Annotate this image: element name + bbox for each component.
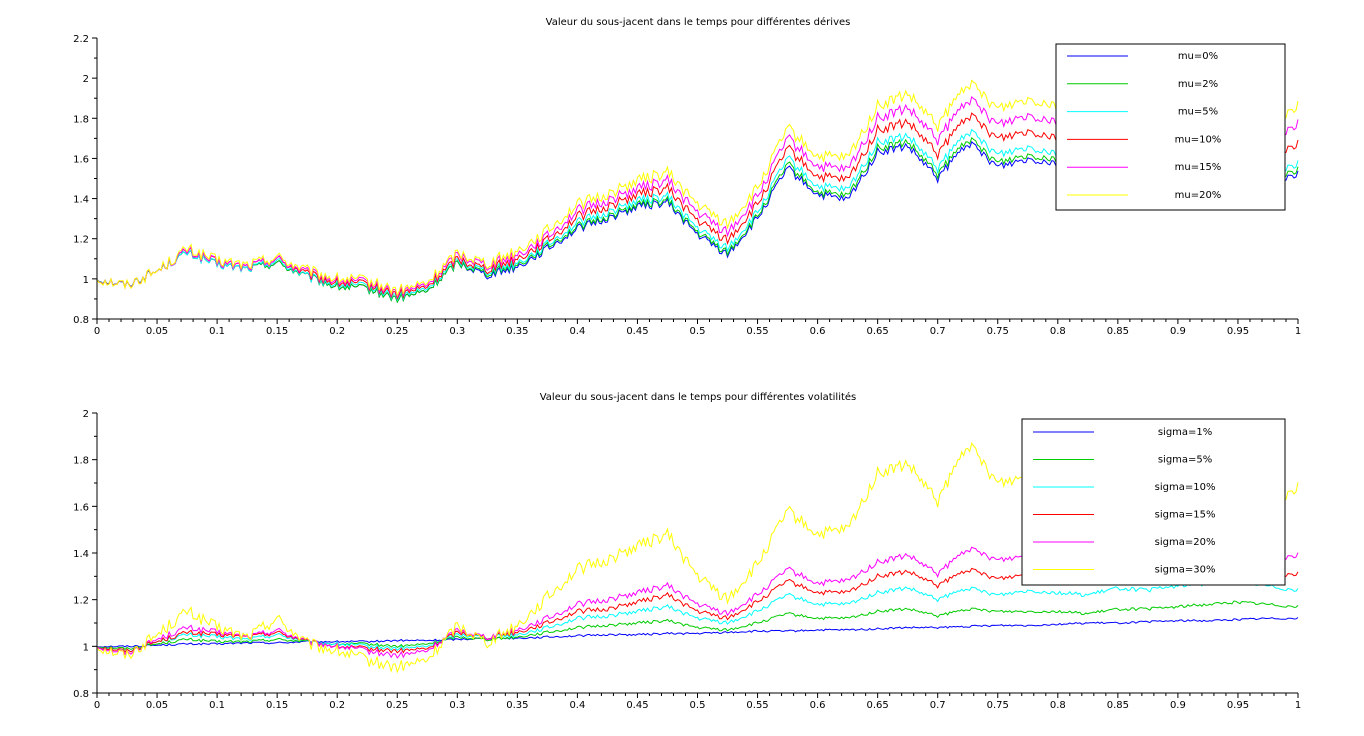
- x-tick-label: 0.95: [1227, 326, 1249, 337]
- x-tick-label: 0.45: [626, 700, 648, 711]
- axes: [96, 413, 1298, 694]
- chart-title: Valeur du sous-jacent dans le temps pour…: [540, 391, 857, 403]
- legend-box: [1055, 43, 1286, 211]
- x-tick-label: 0.5: [690, 700, 706, 711]
- y-tick-label: 1: [83, 275, 89, 286]
- legend-label-mu-2: mu=2%: [1178, 79, 1218, 90]
- y-tick-label: 1.4: [73, 195, 89, 206]
- y-tick-label: 0.8: [73, 315, 89, 326]
- y-tick-label: 1.6: [73, 502, 89, 513]
- x-tick-label: 0.8: [1050, 326, 1066, 337]
- series-line-sigma-1: [96, 617, 1299, 648]
- chart-volatilites: Valeur du sous-jacent dans le temps pour…: [73, 391, 1301, 711]
- x-tick-label: 0.65: [867, 326, 889, 337]
- x-tick-label: 0.95: [1227, 700, 1249, 711]
- y-tick-label: 1.8: [73, 114, 89, 125]
- x-tick-label: 0.6: [810, 700, 826, 711]
- legend-label-sigma-1: sigma=1%: [1158, 427, 1212, 438]
- x-tick-label: 0.2: [329, 326, 345, 337]
- series-line-sigma-10: [96, 578, 1299, 653]
- x-tick-label: 0.55: [746, 326, 768, 337]
- x-tick-label: 0.8: [1050, 700, 1066, 711]
- x-tick-label: 0.9: [1170, 326, 1186, 337]
- x-tick-label: 1: [1295, 700, 1301, 711]
- x-tick-label: 1: [1295, 326, 1301, 337]
- x-tick-label: 0.45: [626, 326, 648, 337]
- x-tick-label: 0.5: [690, 326, 706, 337]
- legend-label-mu-15: mu=15%: [1175, 162, 1222, 173]
- y-tick-label: 2: [83, 409, 89, 420]
- y-tick-label: 1.8: [73, 456, 89, 467]
- x-tick-label: 0.9: [1170, 700, 1186, 711]
- y-tick-label: 2: [83, 74, 89, 85]
- x-tick-label: 0.75: [987, 700, 1009, 711]
- x-tick-label: 0.25: [386, 700, 408, 711]
- y-tick-label: 0.8: [73, 689, 89, 700]
- x-tick-label: 0.35: [506, 326, 528, 337]
- x-tick-label: 0.35: [506, 700, 528, 711]
- chart-title: Valeur du sous-jacent dans le temps pour…: [546, 16, 851, 28]
- x-tick-label: 0: [94, 700, 100, 711]
- x-tick-label: 0.4: [569, 700, 585, 711]
- x-tick-label: 0.7: [930, 326, 946, 337]
- x-tick-label: 0.75: [987, 326, 1009, 337]
- ticks-group: 0 0.05 0.1 0.15 0.2 0.25 0.3 0.35 0.4 0.45 0.5 0.55…: [73, 409, 1301, 711]
- x-tick-label: 0.55: [746, 700, 768, 711]
- legend: mu=0% mu=2% mu=5% mu=10% mu=15% mu=20%: [1055, 43, 1286, 211]
- legend-label-sigma-20: sigma=20%: [1155, 537, 1216, 548]
- y-tick-label: 1.2: [73, 235, 89, 246]
- x-tick-label: 0.6: [810, 326, 826, 337]
- y-tick-label: 1.6: [73, 154, 89, 165]
- legend-label-mu-5: mu=5%: [1178, 107, 1218, 118]
- x-tick-label: 0: [94, 326, 100, 337]
- x-tick-label: 0.05: [146, 700, 168, 711]
- legend-label-mu-20: mu=20%: [1175, 190, 1222, 201]
- y-tick-label: 1.4: [73, 549, 89, 560]
- x-tick-label: 0.25: [386, 326, 408, 337]
- legend-label-sigma-30: sigma=30%: [1155, 565, 1216, 576]
- x-tick-label: 0.4: [569, 326, 585, 337]
- series-line-sigma-5: [96, 600, 1299, 651]
- legend: sigma=1% sigma=5% sigma=10% sigma=15% sigma=…: [1021, 418, 1286, 586]
- x-tick-label: 0.3: [449, 326, 465, 337]
- y-tick-label: 1.2: [73, 596, 89, 607]
- x-tick-label: 0.1: [209, 326, 225, 337]
- x-tick-label: 0.1: [209, 700, 225, 711]
- legend-label-sigma-10: sigma=10%: [1155, 482, 1216, 493]
- x-tick-label: 0.15: [266, 326, 288, 337]
- legend-label-sigma-5: sigma=5%: [1158, 455, 1212, 466]
- x-tick-label: 0.15: [266, 700, 288, 711]
- x-tick-label: 0.85: [1107, 700, 1129, 711]
- legend-box: [1021, 418, 1286, 586]
- x-tick-label: 0.65: [867, 700, 889, 711]
- x-tick-label: 0.05: [146, 326, 168, 337]
- legend-label-sigma-15: sigma=15%: [1155, 510, 1216, 521]
- x-tick-label: 0.3: [449, 700, 465, 711]
- x-tick-label: 0.85: [1107, 326, 1129, 337]
- y-tick-label: 2.2: [73, 34, 89, 45]
- legend-label-mu-10: mu=10%: [1175, 134, 1222, 145]
- x-tick-label: 0.7: [930, 700, 946, 711]
- x-tick-label: 0.2: [329, 700, 345, 711]
- axes: [96, 38, 1298, 320]
- chart-derives: Valeur du sous-jacent dans le temps pour…: [73, 16, 1301, 337]
- legend-label-mu-0: mu=0%: [1178, 51, 1218, 62]
- y-tick-label: 1: [83, 642, 89, 653]
